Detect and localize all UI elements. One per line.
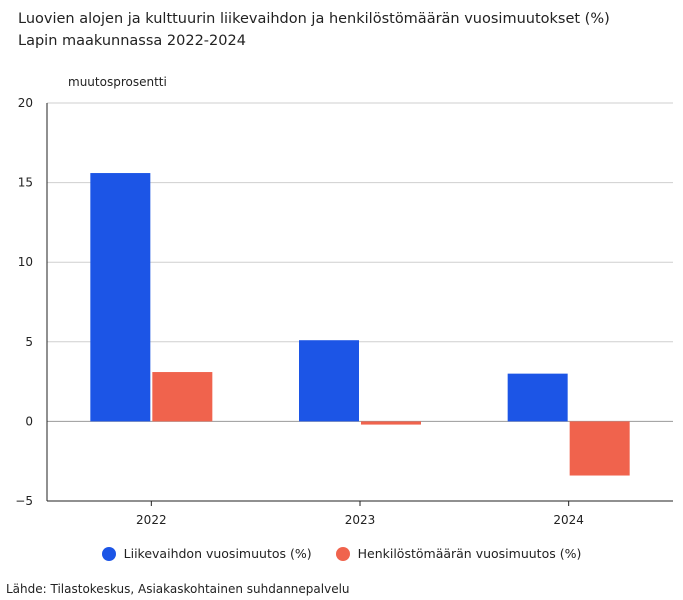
legend-label-personnel: Henkilöstömäärän vuosimuutos (%) — [357, 546, 582, 561]
chart-subtitle: Lapin maakunnassa 2022-2024 — [18, 33, 246, 49]
legend-label-revenue: Liikevaihdon vuosimuutos (%) — [123, 546, 312, 561]
x-tick-label: 2024 — [553, 513, 584, 527]
x-tick-label: 2022 — [136, 513, 167, 527]
source-note: Lähde: Tilastokeskus, Asiakaskohtainen s… — [6, 582, 350, 596]
bar-personnel-2022 — [152, 372, 213, 422]
chart-title-block: Luovien alojen ja kulttuurin liikevaihdo… — [18, 8, 668, 52]
bar-chart: muutosprosentti 20 15 10 5 0 −5 2022 2023 2024 — [15, 75, 673, 527]
bar-personnel-2023 — [361, 421, 421, 425]
bar-revenue-2022 — [90, 173, 151, 422]
y-tick-label: 15 — [18, 176, 33, 190]
bar-personnel-2024 — [569, 421, 630, 476]
legend-item-revenue[interactable]: Liikevaihdon vuosimuutos (%) — [101, 546, 312, 561]
y-tick-label: 20 — [18, 96, 33, 110]
axes: 20 15 10 5 0 −5 2022 2023 2024 — [15, 96, 673, 527]
chart-title: Luovien alojen ja kulttuurin liikevaihdo… — [18, 11, 610, 27]
legend-item-personnel[interactable]: Henkilöstömäärän vuosimuutos (%) — [335, 546, 582, 561]
y-tick-label: −5 — [15, 494, 33, 508]
bar-revenue-2023 — [299, 340, 359, 422]
y-tick-label: 0 — [25, 414, 33, 428]
x-tick-label: 2023 — [345, 513, 376, 527]
bar-revenue-2024 — [507, 373, 568, 422]
y-tick-label: 5 — [25, 335, 33, 349]
y-tick-label: 10 — [18, 255, 33, 269]
legend-marker-revenue — [101, 546, 116, 561]
y-axis-label: muutosprosentti — [68, 75, 167, 89]
bars — [90, 173, 630, 476]
legend-marker-personnel — [335, 546, 350, 561]
legend: Liikevaihdon vuosimuutos (%) Henkilöstöm… — [0, 546, 683, 561]
